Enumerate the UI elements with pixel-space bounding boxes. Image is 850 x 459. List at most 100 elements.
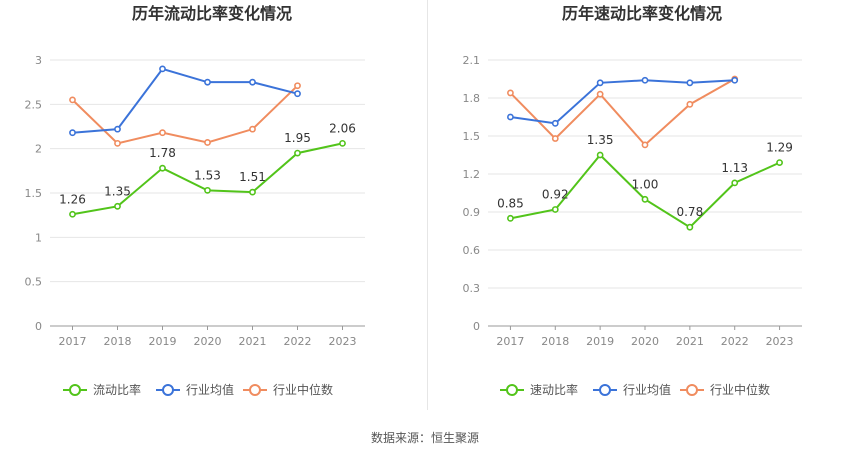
x-tick-label: 2022 — [284, 335, 312, 348]
x-tick-label: 2018 — [104, 335, 132, 348]
x-tick-label: 2023 — [329, 335, 357, 348]
data-label: 1.35 — [104, 184, 131, 198]
data-point — [69, 210, 76, 218]
y-tick-label: 1 — [35, 231, 42, 244]
data-point — [249, 125, 256, 133]
legend-item-2: 行业均值 — [156, 382, 234, 397]
x-tick-label: 2021 — [676, 335, 704, 348]
data-point — [204, 78, 211, 86]
data-point — [641, 76, 649, 84]
data-label: 0.92 — [542, 187, 569, 201]
legend-item-2: 行业均值 — [593, 382, 671, 397]
data-point — [686, 223, 694, 231]
data-label: 1.26 — [59, 192, 86, 206]
data-point — [641, 141, 649, 149]
legend-label: 行业中位数 — [710, 382, 770, 397]
data-point — [249, 188, 256, 196]
legend-label: 速动比率 — [530, 382, 578, 397]
legend-marker — [599, 384, 611, 396]
legend-label: 行业均值 — [186, 382, 234, 397]
data-point — [294, 82, 301, 90]
data-point — [731, 179, 739, 187]
data-point — [596, 90, 604, 98]
data-point — [204, 139, 211, 146]
chart-title: 历年速动比率变化情况 — [562, 4, 722, 23]
data-point — [114, 125, 121, 133]
chart-panel-1: 历年流动比率变化情况 0 0.5 1 1.5 2 2.5 3 2017 2018 2019 2020 2… — [25, 4, 365, 397]
data-point — [686, 100, 694, 108]
x-tick-label: 2017 — [496, 335, 524, 348]
data-point — [551, 206, 559, 213]
data-point — [69, 96, 76, 104]
data-label: 2.06 — [329, 121, 356, 135]
series-line-3 — [509, 78, 736, 147]
data-label: 1.29 — [766, 141, 793, 155]
series-line-3 — [71, 84, 299, 145]
data-point — [294, 149, 301, 157]
data-point — [114, 202, 121, 210]
y-tick-label: 2 — [35, 143, 42, 156]
y-tick-label: 0.6 — [463, 244, 481, 257]
data-label: 1.00 — [632, 177, 659, 191]
y-tick-label: 1.5 — [25, 187, 43, 200]
x-tick-label: 2020 — [631, 335, 659, 348]
data-point — [551, 119, 559, 127]
x-tick-label: 2022 — [721, 335, 749, 348]
data-point — [507, 89, 514, 97]
legend-item-1: 流动比率 — [63, 382, 141, 397]
y-tick-label: 0 — [35, 320, 42, 333]
legend-marker — [162, 384, 174, 396]
data-point — [596, 151, 604, 159]
x-tick-label: 2021 — [239, 335, 267, 348]
x-tick-label: 2017 — [59, 335, 87, 348]
chart-panel-2: 历年速动比率变化情况 0 0.3 0.6 0.9 1.2 1.5 1.8 2.1 2017 2018… — [463, 4, 802, 397]
data-point — [507, 113, 514, 121]
x-tick-label: 2019 — [149, 335, 177, 348]
data-point — [641, 195, 649, 203]
data-point — [339, 139, 346, 147]
legend-item-3: 行业中位数 — [243, 382, 333, 397]
chart-title: 历年流动比率变化情况 — [132, 4, 292, 23]
series-line-2 — [72, 67, 298, 134]
legend-label: 行业中位数 — [273, 382, 333, 397]
data-point — [249, 78, 256, 86]
data-label: 1.51 — [239, 170, 266, 184]
data-point — [507, 214, 514, 222]
y-tick-label: 0.5 — [25, 276, 43, 289]
data-point — [159, 129, 166, 137]
x-tick-label: 2018 — [541, 335, 569, 348]
panel-divider — [427, 0, 428, 410]
data-point — [294, 90, 301, 98]
data-point — [159, 65, 166, 73]
data-label: 0.78 — [676, 205, 703, 219]
data-point — [159, 164, 166, 172]
data-point — [731, 76, 739, 84]
data-label: 1.35 — [587, 133, 614, 147]
y-tick-label: 1.5 — [463, 130, 481, 143]
legend-marker — [686, 384, 698, 396]
data-label: 1.13 — [721, 161, 748, 175]
data-point — [114, 139, 121, 147]
legend-marker — [506, 384, 518, 396]
data-point — [596, 79, 604, 87]
legend-label: 行业均值 — [623, 382, 671, 397]
y-tick-label: 0.3 — [463, 282, 481, 295]
legend-marker — [69, 384, 81, 396]
y-tick-label: 1.2 — [463, 168, 481, 181]
x-tick-label: 2020 — [194, 335, 222, 348]
legend-label: 流动比率 — [93, 382, 141, 397]
y-tick-label: 2.5 — [25, 98, 43, 111]
data-point — [686, 79, 694, 87]
series-line-2 — [510, 79, 735, 125]
y-tick-label: 2.1 — [463, 54, 481, 67]
x-tick-label: 2019 — [586, 335, 614, 348]
y-tick-label: 0 — [473, 320, 480, 333]
legend-marker — [249, 384, 261, 396]
data-label: 1.95 — [284, 131, 311, 145]
data-label: 1.78 — [149, 146, 176, 160]
y-tick-label: 3 — [35, 54, 42, 67]
data-point — [551, 135, 559, 142]
data-point — [776, 159, 783, 166]
x-tick-label: 2023 — [766, 335, 794, 348]
